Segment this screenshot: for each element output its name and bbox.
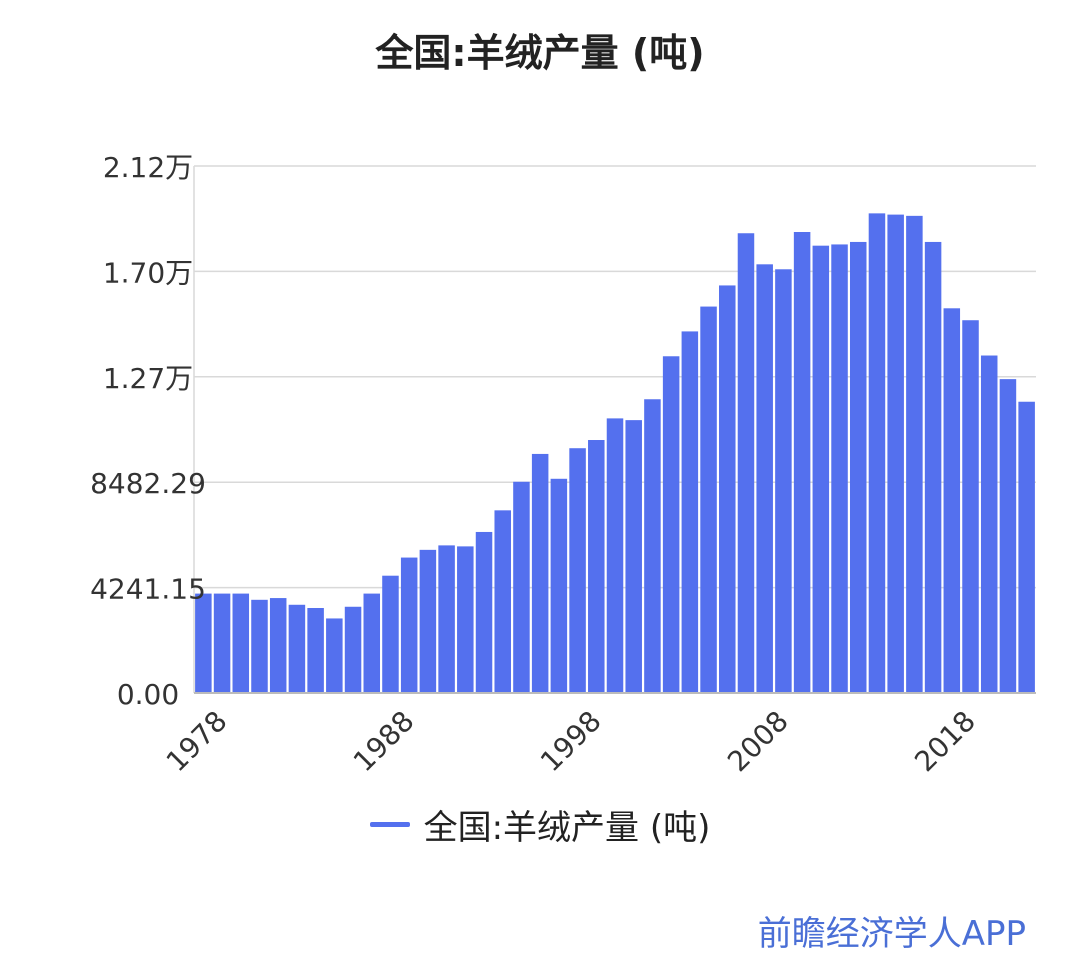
bar (344, 606, 362, 693)
legend-label: 全国:羊绒产量 (吨) (423, 808, 711, 848)
y-tick-label: 1.27万 (103, 362, 193, 395)
bar (812, 245, 830, 693)
bar (644, 399, 661, 693)
x-tick-label: 1998 (534, 704, 608, 778)
bars (195, 213, 1035, 694)
x-tick-labels: 1978 1988 1998 2008 2018 (160, 704, 982, 778)
bar (793, 232, 811, 693)
bar (943, 308, 961, 693)
bar (419, 549, 437, 693)
bar (756, 264, 773, 693)
bar (531, 453, 549, 693)
bar (1018, 401, 1035, 693)
bar (438, 545, 455, 693)
bar (775, 269, 792, 693)
bar (849, 241, 867, 694)
x-tick-label: 1988 (347, 704, 421, 778)
bar (868, 213, 886, 693)
bar (513, 481, 530, 693)
y-tick-label: 4241.15 (90, 573, 206, 606)
bar (269, 598, 287, 693)
bar (700, 306, 717, 693)
bar (569, 448, 586, 693)
bar (999, 379, 1017, 693)
y-tick-label: 0.00 (117, 678, 179, 711)
bar (681, 331, 699, 693)
bar (662, 356, 680, 693)
bar (924, 241, 942, 694)
y-tick-label: 8482.29 (90, 467, 206, 500)
bar (906, 215, 923, 693)
bar (887, 214, 904, 694)
bar (363, 593, 381, 693)
bar (307, 608, 324, 693)
y-tick-labels: 0.00 4241.15 8482.29 1.27万 1.70万 2.12万 (90, 151, 206, 711)
bar (326, 618, 343, 693)
bar (475, 531, 493, 693)
bar (213, 593, 231, 693)
bar (719, 285, 736, 693)
chart-title: 全国:羊绒产量 (吨) (375, 31, 705, 75)
bar (831, 244, 848, 693)
bar (606, 418, 624, 693)
legend: 全国:羊绒产量 (吨) (0, 800, 1080, 849)
axes (193, 166, 1036, 694)
bar (457, 546, 474, 693)
bar (588, 440, 605, 693)
x-tick-label: 1978 (160, 704, 234, 778)
bar (400, 557, 418, 693)
bar (251, 599, 268, 693)
bar (980, 355, 998, 693)
y-tick-label: 2.12万 (103, 151, 193, 184)
bar (195, 593, 212, 693)
watermark-text: 前瞻经济学人APP (757, 914, 1026, 954)
bar (550, 478, 568, 693)
bar (288, 604, 306, 693)
x-tick-label: 2008 (721, 704, 795, 778)
bar (232, 593, 250, 693)
y-tick-label: 1.70万 (103, 256, 193, 289)
x-tick-label: 2018 (908, 704, 982, 778)
bar (962, 320, 979, 693)
bar (494, 510, 511, 693)
bar (737, 233, 755, 693)
bar (382, 575, 399, 693)
bar (625, 420, 642, 693)
legend-swatch (369, 822, 410, 827)
